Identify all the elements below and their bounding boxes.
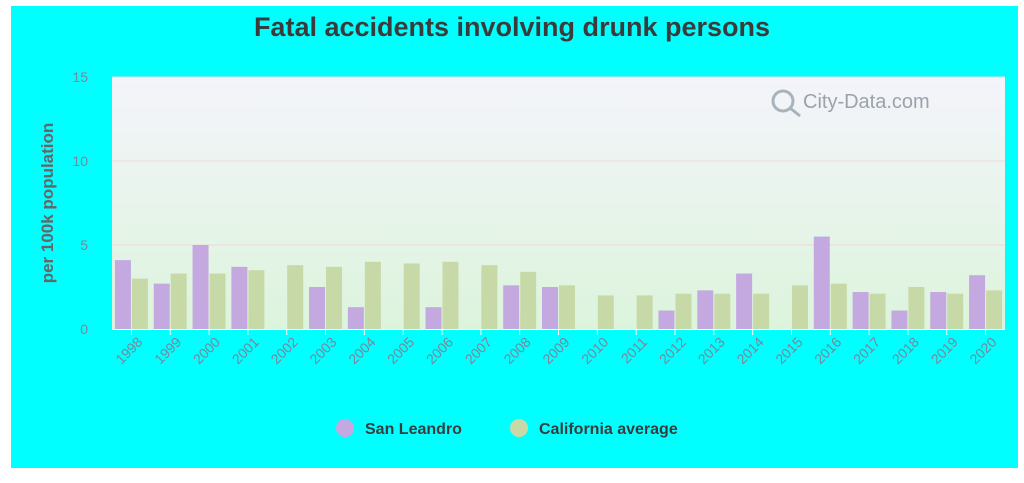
bar-california-average-2009 — [559, 285, 575, 329]
bar-california-average-2005 — [403, 263, 420, 329]
x-tick-label: 2005 — [384, 334, 417, 367]
x-tick-label: 2019 — [928, 334, 961, 367]
bar-san-leandro-1998 — [114, 260, 131, 329]
x-tick-label: 2014 — [733, 334, 766, 367]
x-tick-label: 2018 — [889, 334, 922, 367]
bar-california-average-1998 — [131, 278, 148, 329]
x-tick-label: 2000 — [190, 334, 223, 367]
magnifier-icon — [771, 89, 795, 113]
x-tick-label: 2010 — [578, 334, 611, 367]
bar-california-average-2013 — [714, 293, 731, 329]
bar-california-average-2015 — [791, 285, 808, 329]
x-tick-label: 2013 — [695, 334, 728, 367]
bar-san-leandro-2003 — [309, 287, 326, 329]
x-tick-label: 2004 — [345, 334, 378, 367]
legend-label-san-leandro: San Leandro — [365, 421, 462, 438]
bar-san-leandro-2000 — [192, 245, 209, 329]
bar-california-average-2001 — [248, 270, 265, 329]
y-tick-label: 15 — [72, 69, 88, 85]
watermark-text: City-Data.com — [803, 91, 930, 113]
x-tick-label: 2002 — [267, 334, 300, 367]
magnifier-handle — [789, 106, 801, 118]
x-tick-label: 1999 — [151, 334, 184, 367]
bar-california-average-2018 — [908, 287, 925, 329]
bar-california-average-2016 — [830, 283, 847, 329]
bar-california-average-2019 — [947, 293, 964, 329]
x-tick-label: 2017 — [850, 334, 883, 367]
bar-california-average-2007 — [481, 265, 498, 329]
bar-california-average-2003 — [326, 266, 343, 329]
bar-san-leandro-2009 — [542, 287, 558, 329]
watermark: City-Data.com — [771, 89, 930, 118]
bar-san-leandro-1999 — [153, 283, 170, 329]
bar-san-leandro-2001 — [231, 266, 248, 329]
bar-san-leandro-2013 — [697, 290, 714, 329]
legend: San Leandro California average — [336, 419, 678, 438]
bar-san-leandro-2020 — [969, 275, 986, 329]
bar-california-average-2012 — [675, 293, 692, 329]
y-axis-label: per 100k population — [38, 123, 57, 284]
x-tick-label: 2016 — [811, 334, 844, 367]
x-tick-label: 2001 — [229, 334, 262, 367]
bar-california-average-2014 — [753, 293, 770, 329]
x-tick-label: 2011 — [618, 334, 651, 367]
bar-san-leandro-2004 — [347, 307, 364, 329]
x-tick-label: 2003 — [306, 334, 339, 367]
bar-california-average-2017 — [869, 293, 886, 329]
bar-san-leandro-2006 — [425, 307, 442, 329]
x-tick-label: 2009 — [539, 334, 572, 367]
bar-san-leandro-2014 — [736, 273, 753, 329]
x-tick-label: 2006 — [423, 334, 456, 367]
x-tick-label: 2008 — [500, 334, 533, 367]
x-tick-label: 2012 — [656, 334, 689, 367]
bar-california-average-2002 — [287, 265, 304, 329]
bar-california-average-2004 — [364, 261, 381, 329]
legend-label-california-average: California average — [539, 421, 678, 438]
bar-san-leandro-2019 — [930, 292, 947, 329]
bar-california-average-2010 — [597, 295, 614, 329]
y-tick-label: 0 — [80, 321, 88, 337]
bar-san-leandro-2018 — [891, 310, 908, 329]
x-tick-label: 1998 — [112, 334, 145, 367]
x-tick-label: 2015 — [772, 334, 805, 367]
legend-marker-california-average — [510, 419, 528, 437]
bar-california-average-2000 — [209, 273, 226, 329]
y-tick-label: 10 — [72, 153, 88, 169]
bar-california-average-2011 — [636, 295, 653, 329]
bar-san-leandro-2016 — [813, 236, 830, 329]
x-tick-label: 2007 — [462, 334, 495, 367]
bar-san-leandro-2017 — [852, 292, 869, 329]
bar-california-average-2008 — [520, 271, 537, 329]
y-tick-label: 5 — [80, 237, 88, 253]
bar-san-leandro-2012 — [658, 310, 675, 329]
bar-california-average-2006 — [442, 261, 459, 329]
legend-marker-san-leandro — [336, 419, 354, 437]
bar-california-average-1999 — [170, 273, 187, 329]
x-tick-label: 2020 — [966, 334, 999, 367]
bar-california-average-2020 — [986, 290, 1003, 329]
chart-title: Fatal accidents involving drunk persons — [253, 12, 771, 42]
bar-san-leandro-2008 — [503, 285, 520, 329]
